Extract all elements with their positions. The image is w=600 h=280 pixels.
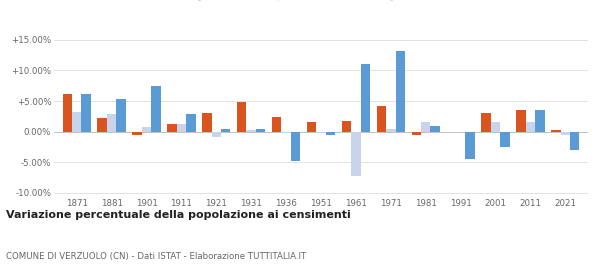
Bar (247, 130, 256, 132)
Bar (167, 124, 176, 132)
Bar (107, 115, 116, 132)
Bar (272, 117, 281, 132)
Bar (395, 51, 405, 132)
Bar (176, 124, 186, 132)
Bar (291, 132, 300, 161)
Bar (202, 113, 212, 132)
Bar (377, 106, 386, 132)
Bar (133, 132, 142, 135)
Bar (82, 94, 91, 132)
Text: Variazione percentuale della popolazione ai censimenti: Variazione percentuale della popolazione… (6, 210, 351, 220)
Bar (526, 122, 535, 132)
Bar (560, 132, 570, 135)
Bar (221, 129, 230, 132)
Bar (535, 110, 545, 132)
Bar (307, 122, 316, 132)
Bar (351, 132, 361, 176)
Bar (481, 113, 491, 132)
Bar (466, 132, 475, 159)
Bar (342, 121, 351, 132)
Bar (551, 130, 560, 132)
Bar (151, 86, 161, 132)
Bar (142, 127, 151, 132)
Bar (570, 132, 580, 150)
Bar (62, 94, 72, 132)
Bar (237, 102, 247, 132)
Bar (316, 132, 326, 134)
Bar (326, 132, 335, 135)
Text: COMUNE DI VERZUOLO (CN) - Dati ISTAT - Elaborazione TUTTITALIA.IT: COMUNE DI VERZUOLO (CN) - Dati ISTAT - E… (6, 252, 306, 261)
Bar (421, 122, 430, 132)
Bar (281, 132, 291, 134)
Bar (412, 132, 421, 135)
Bar (500, 132, 509, 147)
Bar (516, 110, 526, 132)
Bar (361, 64, 370, 132)
Bar (256, 129, 265, 132)
Bar (212, 132, 221, 137)
Bar (97, 118, 107, 132)
Legend: Verzuolo, Provincia di CN, Piemonte: Verzuolo, Provincia di CN, Piemonte (184, 0, 458, 5)
Bar (386, 129, 395, 132)
Bar (116, 99, 126, 132)
Bar (186, 114, 196, 132)
Bar (430, 125, 440, 132)
Bar (72, 112, 82, 132)
Bar (491, 122, 500, 132)
